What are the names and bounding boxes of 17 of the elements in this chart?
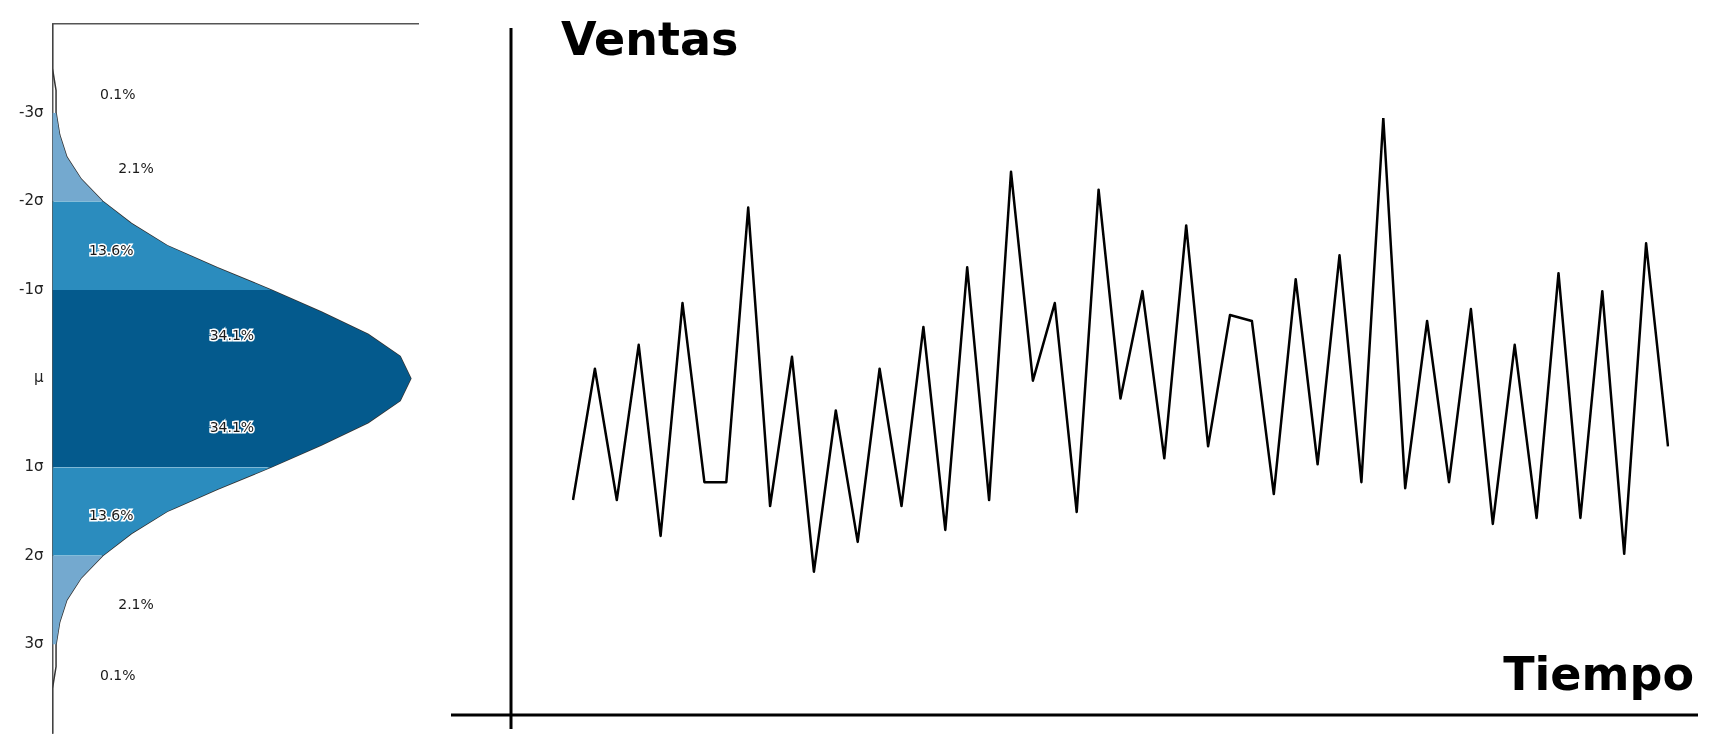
- annotation: 13.6%: [89, 507, 134, 524]
- y-tick-label: 3σ: [24, 634, 44, 653]
- y-tick-label: -2σ: [18, 191, 44, 210]
- y-tick-label: 2σ: [24, 545, 44, 564]
- annotation: 34.1%: [209, 418, 255, 435]
- annotation: 2.1%: [118, 596, 154, 613]
- annotation: 13.6%: [89, 241, 134, 258]
- annotation: 34.1%: [209, 326, 255, 343]
- x-axis-title: Tiempo: [1503, 646, 1694, 701]
- annotation: 0.1%: [99, 85, 136, 102]
- y-tick-label: μ: [33, 368, 44, 387]
- y-axis-title: Ventas: [561, 11, 739, 66]
- annotation: 2.1%: [118, 159, 154, 176]
- y-tick-label: -3σ: [18, 102, 44, 121]
- y-tick-label: -1σ: [18, 279, 44, 298]
- y-tick-label: 1σ: [24, 457, 44, 476]
- annotation: 0.1%: [99, 666, 136, 683]
